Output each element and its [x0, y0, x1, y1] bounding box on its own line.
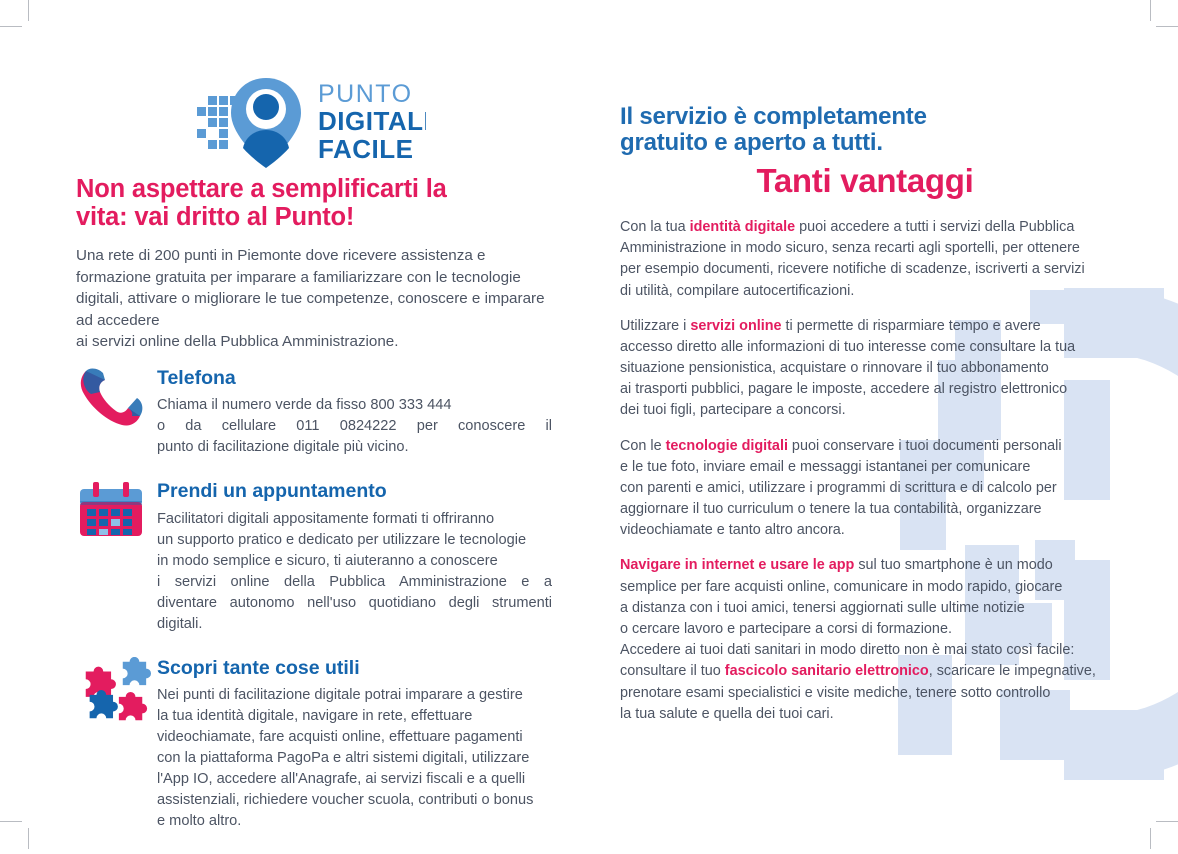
feature-line: i servizi online della Pubblica Amminist…	[157, 573, 552, 590]
right-headline-line-1: Il servizio è completamente	[620, 103, 927, 130]
right-headline-line-2: gratuito e aperto a tutti.	[620, 129, 883, 157]
text-fragment: Con le	[620, 437, 666, 454]
right-column: Il servizio è completamente gratuito e a…	[620, 103, 1110, 725]
logo-text-punto: PUNTO	[318, 80, 413, 108]
left-column: Non aspettare a semplificarti la vita: v…	[76, 175, 552, 854]
right-paragraph-navigare-internet: Navigare in internet e usare le app sul …	[620, 555, 1110, 661]
feature-title-appuntamento: Prendi un appuntamento	[157, 480, 387, 503]
right-paragraph-line: a distanza con i tuoi amici, tenersi agg…	[620, 599, 1025, 616]
text-fragment: puoi conservare i tuoi documenti persona…	[787, 437, 1062, 454]
feature-line: Chiama il numero verde da fisso 800 333 …	[157, 397, 452, 414]
right-paragraph-line: prenotare esami specialistici e visite m…	[620, 684, 1051, 701]
text-fragment: Utilizzare i	[620, 317, 691, 334]
feature-line: la tua identità digitale, navigare in re…	[157, 708, 473, 725]
left-intro-line: ad accedere	[76, 311, 160, 329]
feature-line: in modo semplice e sicuro, ti aiuteranno…	[157, 552, 498, 569]
feature-line: diventare autonomo nell'uso quotidiano d…	[157, 594, 552, 611]
right-paragraph-line: Con le tecnologie digitali puoi conserva…	[620, 436, 1110, 457]
crop-mark-bottom-right-horizontal	[1156, 821, 1178, 822]
logo-text-facile: FACILE	[318, 134, 413, 164]
text-fragment: Con la tua	[620, 219, 690, 236]
calendar-icon	[76, 480, 152, 548]
feature-line: assistenziali, richiedere voucher scuola…	[157, 792, 534, 809]
feature-line: Facilitatori digitali appositamente form…	[157, 510, 495, 527]
feature-line: Nei punti di facilitazione digitale potr…	[157, 687, 523, 704]
feature-telefona: Telefona Chiama il numero verde da fisso…	[76, 367, 552, 458]
feature-line: con la piattaforma PagoPa e altri sistem…	[157, 750, 530, 767]
right-paragraph-identita-digitale: Con la tua identità digitale puoi accede…	[620, 217, 1110, 302]
right-paragraph-line: e le tue foto, inviare email e messaggi …	[620, 458, 1031, 475]
crop-mark-bottom-right-vertical	[1150, 828, 1151, 849]
left-headline-line-1: Non aspettare a semplificarti la	[76, 175, 447, 203]
right-paragraph-line: di utilità, compilare autocertificazioni…	[620, 282, 855, 299]
feature-text-appuntamento: Facilitatori digitali appositamente form…	[157, 509, 552, 635]
right-paragraph-line: la tua salute e quella dei tuoi cari.	[620, 705, 834, 722]
crop-mark-top-left-horizontal	[0, 26, 22, 27]
crop-mark-top-left-vertical	[28, 0, 29, 21]
right-paragraph-line: situazione pensionistica, acquistare o r…	[620, 360, 1049, 377]
logo-text-digitale: DIGITALE	[318, 106, 426, 136]
text-fragment: consultare il tuo	[620, 663, 725, 680]
highlight-identita-digitale: identità digitale	[689, 219, 796, 236]
brand-logo: PUNTO DIGITALE FACILE	[196, 74, 441, 174]
left-intro-line: ai servizi online della Pubblica Amminis…	[76, 333, 399, 351]
highlight-navigare-in-internet: Navigare in internet e usare le app	[620, 557, 855, 574]
left-intro-paragraph: Una rete di 200 punti in Piemonte dove r…	[76, 245, 552, 353]
text-fragment: puoi accedere a tutti i servizi della Pu…	[795, 219, 1075, 236]
crop-mark-bottom-left-horizontal	[0, 821, 22, 822]
feature-line: punto di facilitazione digitale più vici…	[157, 439, 409, 456]
feature-title-cose-utili: Scopri tante cose utili	[157, 656, 360, 679]
feature-appuntamento: Prendi un appuntamento Facilitatori digi…	[76, 480, 552, 634]
feature-text-telefona: Chiama il numero verde da fisso 800 333 …	[157, 395, 552, 458]
crop-mark-top-right-vertical	[1150, 0, 1151, 21]
highlight-servizi-online: servizi online	[690, 317, 782, 334]
feature-title-telefona: Telefona	[157, 366, 236, 389]
right-headline-big: Tanti vantaggi	[756, 161, 974, 199]
phone-icon	[76, 367, 152, 435]
right-paragraph-line: Utilizzare i servizi online ti permette …	[620, 316, 1110, 337]
logo-pin-icon	[197, 78, 301, 168]
feature-line: un supporto pratico e dedicato per utili…	[157, 531, 527, 548]
right-paragraph-line: dei tuoi figli, partecipare a concorsi.	[620, 402, 846, 419]
right-paragraph-line: per esempio documenti, ricevere notifich…	[620, 261, 1085, 278]
highlight-fascicolo-sanitario-elettronico: fascicolo sanitario elettronico	[724, 663, 929, 680]
left-headline: Non aspettare a semplificarti la vita: v…	[76, 175, 552, 231]
feature-line: o da cellulare 011 0824222 per conoscere…	[157, 418, 552, 435]
right-paragraph-line: accesso diretto alle informazioni di tuo…	[620, 338, 1076, 355]
right-paragraph-fascicolo-sanitario: consultare il tuo fascicolo sanitario el…	[620, 661, 1110, 725]
puzzle-icon	[76, 656, 152, 725]
text-fragment: sul tuo smartphone è un modo	[854, 557, 1053, 574]
left-headline-line-2: vita: vai dritto al Punto!	[76, 202, 355, 231]
text-fragment: ti permette di risparmiare tempo e avere	[781, 317, 1041, 334]
right-paragraph-line: o cercare lavoro e partecipare a corsi d…	[620, 621, 952, 637]
text-fragment: , scaricare le impegnative,	[928, 663, 1096, 680]
left-intro-line: digitali, attivare o migliorare le tue c…	[76, 290, 545, 308]
right-paragraph-servizi-online: Utilizzare i servizi online ti permette …	[620, 316, 1110, 422]
right-paragraph-line: Navigare in internet e usare le app sul …	[620, 555, 1110, 576]
feature-text-cose-utili: Nei punti di facilitazione digitale potr…	[157, 685, 552, 832]
right-paragraph-tecnologie-digitali: Con le tecnologie digitali puoi conserva…	[620, 436, 1110, 542]
right-paragraph-line: Amministrazione in modo sicuro, senza re…	[620, 240, 1080, 257]
feature-line: videochiamate, fare acquisti online, eff…	[157, 729, 523, 746]
left-intro-line: Una rete di 200 punti in Piemonte dove r…	[76, 247, 486, 265]
right-paragraph-line: con parenti e amici, utilizzare i progra…	[620, 479, 1057, 496]
feature-line: digitali.	[157, 615, 203, 632]
highlight-tecnologie-digitali: tecnologie digitali	[665, 437, 788, 454]
right-paragraph-line: ai trasporti pubblici, pagare le imposte…	[620, 381, 1068, 398]
feature-line: l'App IO, accedere all'Anagrafe, ai serv…	[157, 771, 526, 788]
left-intro-line: formazione gratuita per imparare a famil…	[76, 268, 521, 286]
feature-cose-utili: Scopri tante cose utili Nei punti di fac…	[76, 656, 552, 832]
right-paragraph-line: videochiamate e tanto altro ancora.	[620, 522, 845, 539]
crop-mark-bottom-left-vertical	[28, 828, 29, 849]
right-paragraph-line: Accedere ai tuoi dati sanitari in modo d…	[620, 642, 1075, 659]
crop-mark-top-right-horizontal	[1156, 26, 1178, 27]
right-paragraph-line: semplice per fare acquisti online, comun…	[620, 578, 1063, 595]
right-paragraph-line: consultare il tuo fascicolo sanitario el…	[620, 661, 1110, 682]
right-paragraph-line: aggiornare il tuo curriculum o tenere la…	[620, 501, 1042, 518]
right-headline: Il servizio è completamente gratuito e a…	[620, 103, 1110, 157]
feature-line: e molto altro.	[157, 813, 242, 830]
right-paragraph-line: Con la tua identità digitale puoi accede…	[620, 217, 1110, 238]
